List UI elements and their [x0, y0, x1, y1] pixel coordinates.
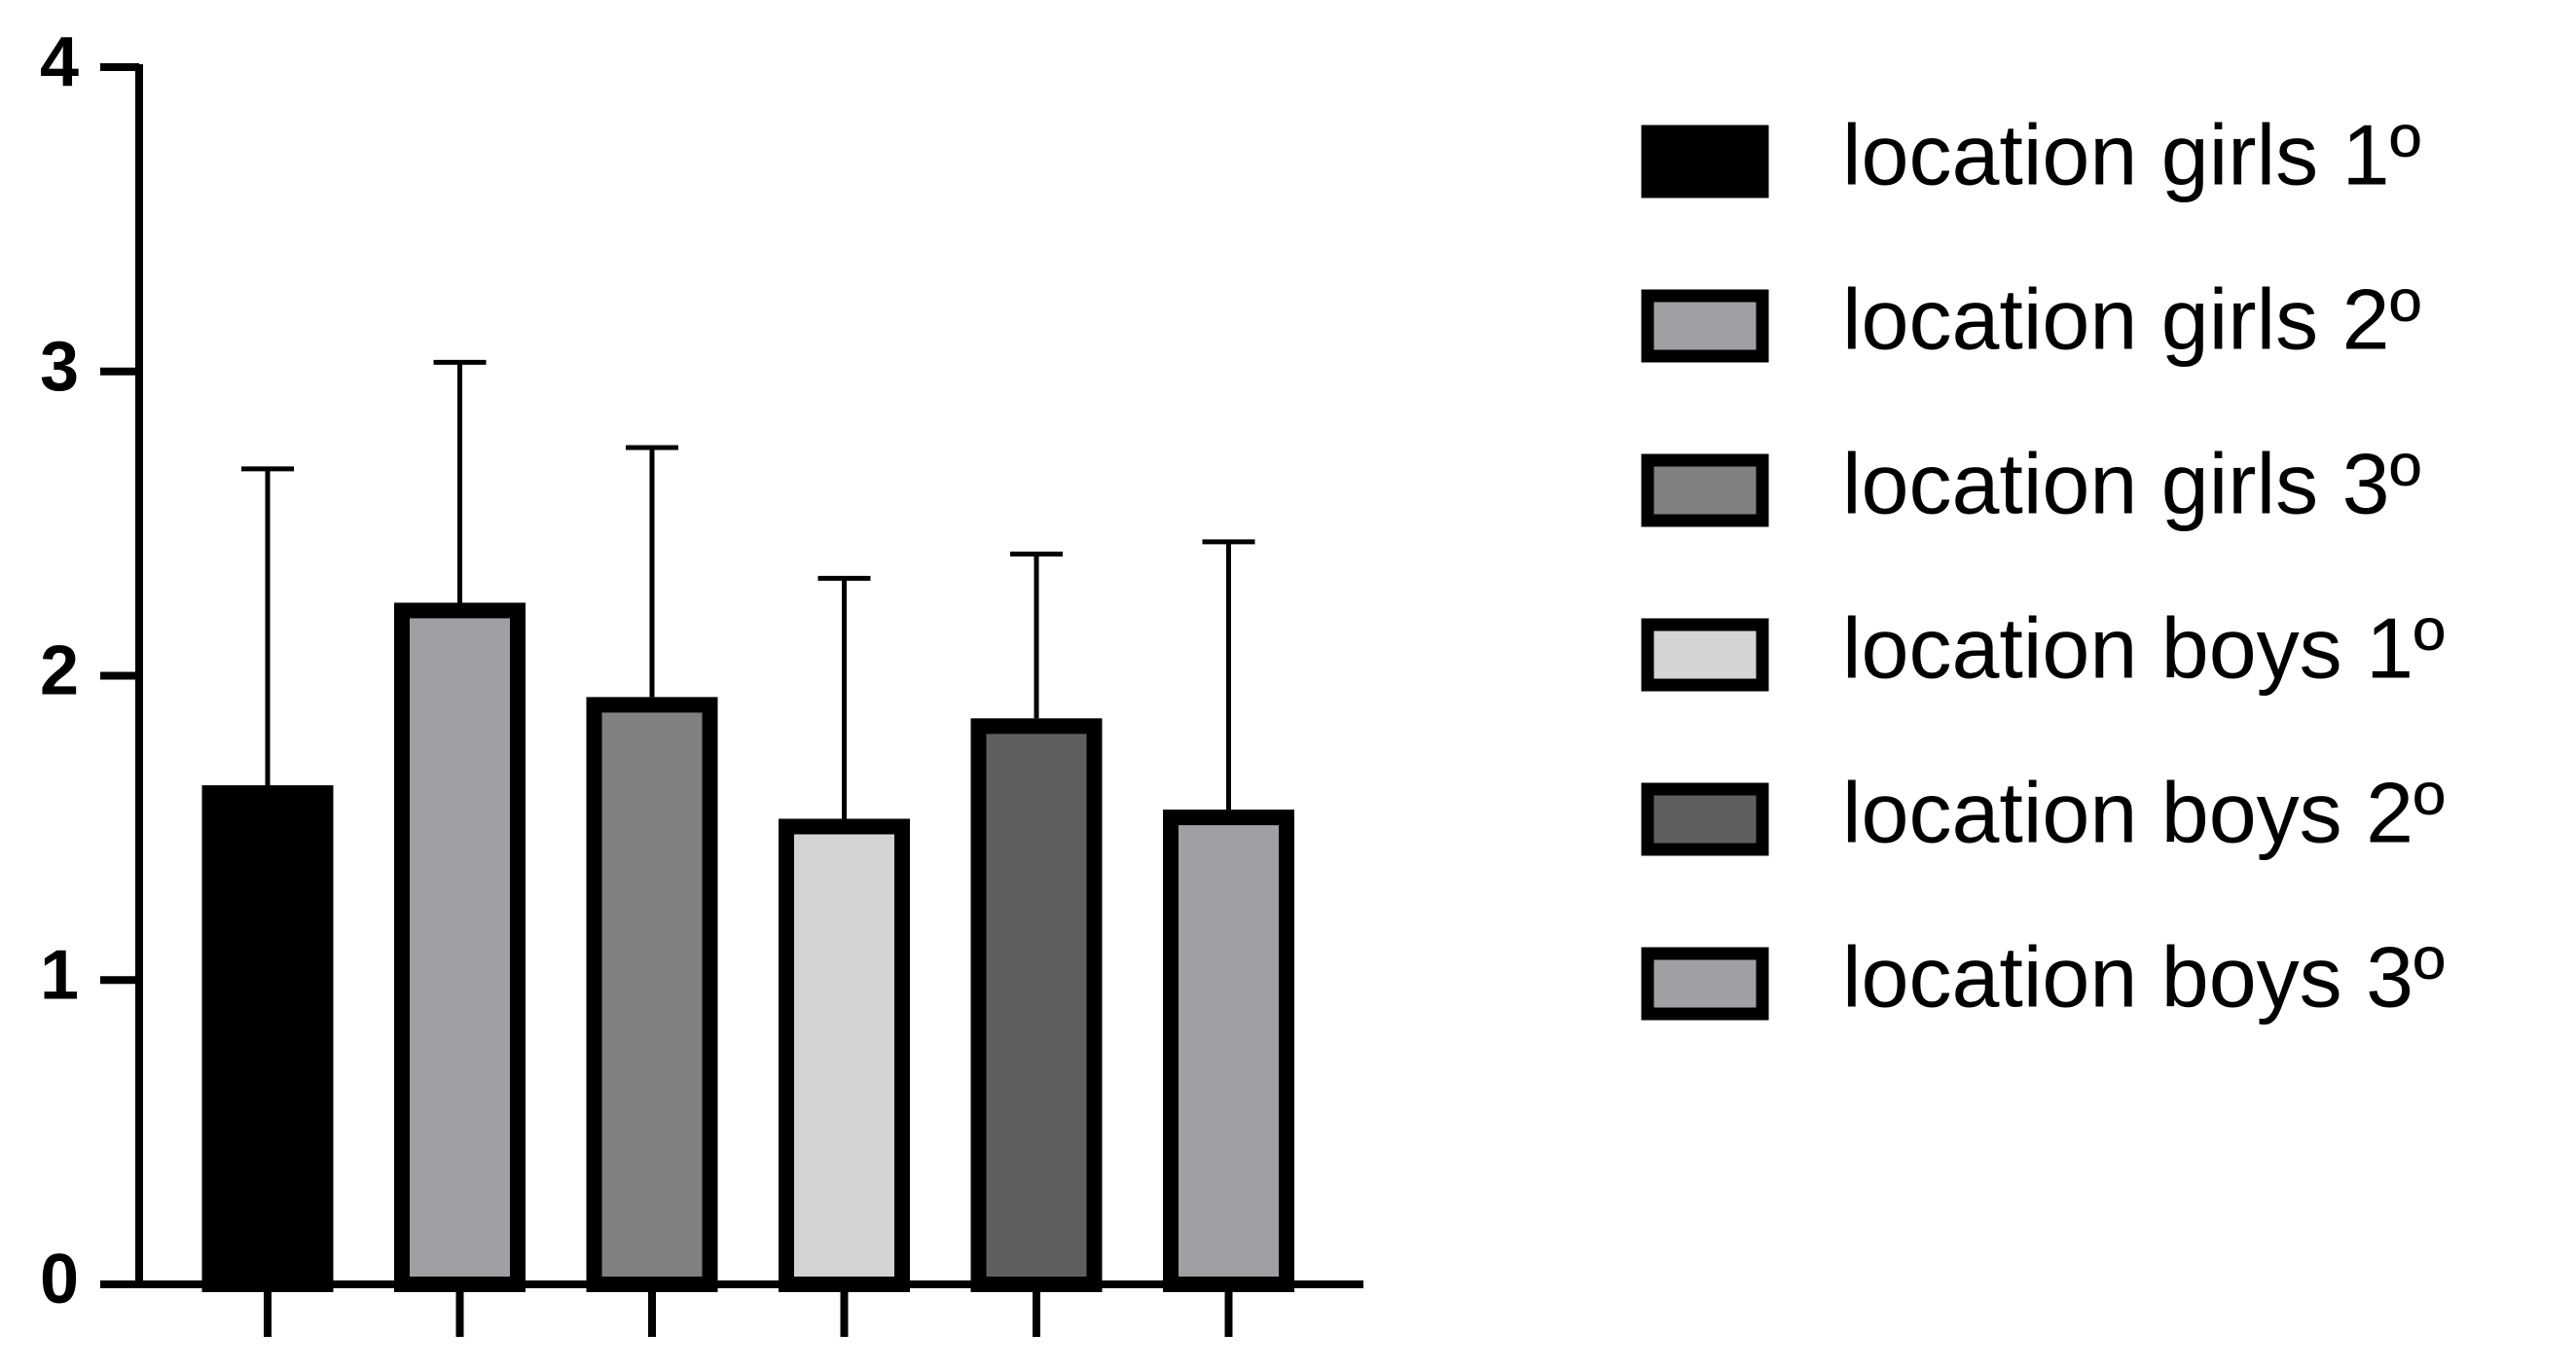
bar	[970, 718, 1103, 1292]
legend-label: location girls 1º	[1842, 106, 2421, 202]
legend-swatch	[1641, 453, 1769, 527]
legend-label: location boys 2º	[1842, 764, 2445, 860]
y-tick-label: 3	[40, 328, 79, 406]
y-tick-label: 1	[40, 936, 79, 1014]
bar	[394, 602, 526, 1292]
legend-swatch	[1641, 947, 1769, 1021]
legend-label: location boys 1º	[1842, 599, 2445, 696]
bar	[201, 785, 334, 1293]
legend-swatch	[1641, 618, 1769, 692]
legend-label: location girls 3º	[1842, 435, 2421, 531]
bar	[1163, 810, 1294, 1292]
legend-swatch	[1641, 782, 1769, 856]
y-tick-label: 0	[40, 1241, 79, 1318]
y-tick-label: 4	[40, 23, 79, 101]
bar	[779, 818, 910, 1292]
bar	[586, 697, 718, 1292]
legend-swatch	[1641, 289, 1769, 363]
y-tick-label: 2	[40, 632, 79, 710]
legend-swatch	[1641, 125, 1769, 198]
legend-label: location boys 3º	[1842, 928, 2445, 1025]
legend-label: location girls 2º	[1842, 270, 2421, 367]
